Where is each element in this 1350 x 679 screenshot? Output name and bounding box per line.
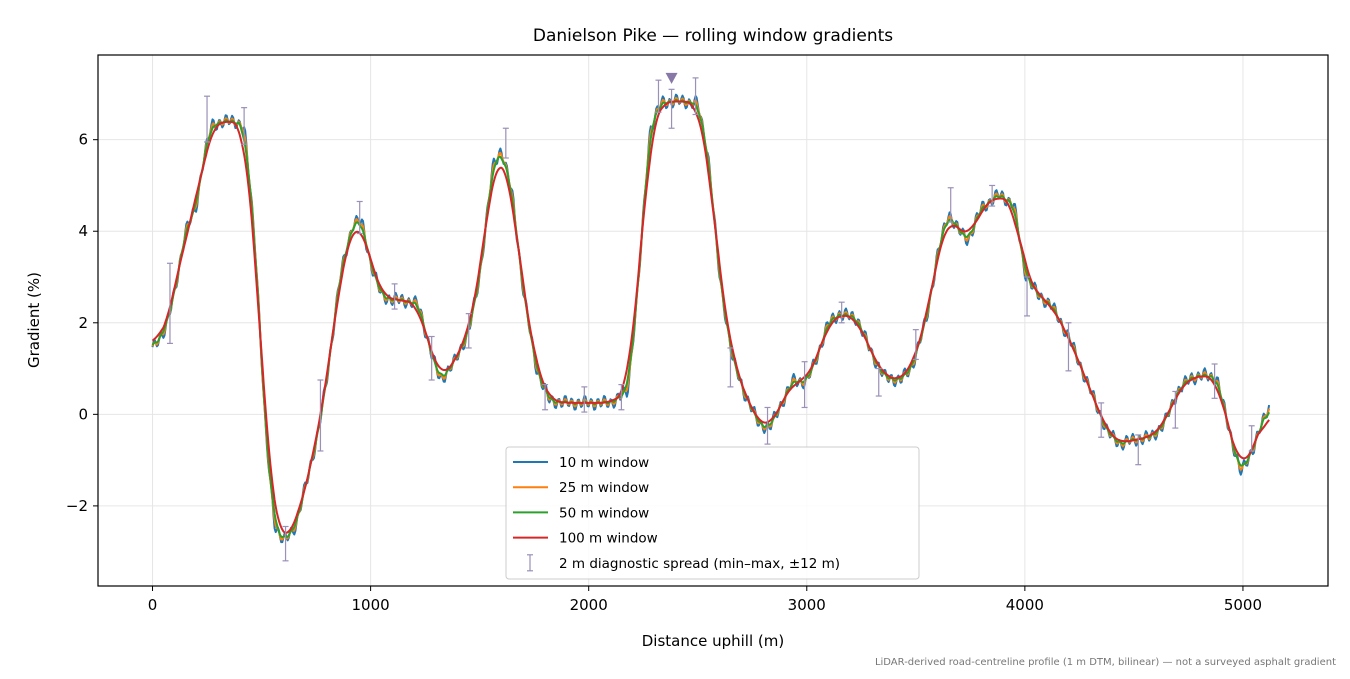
error-bar [1211,363,1218,399]
error-bar [166,262,173,344]
plot-frame [97,54,1329,587]
y-axis-label: Gradient (%) [25,272,43,368]
series-layer [151,93,1271,544]
error-bar [1135,434,1142,466]
series-line [151,100,1270,534]
x-tick-label: 0 [148,596,158,614]
ticks-layer: 0 1000 2000 3000 4000 5000 −2 0 2 4 6 [66,131,1262,614]
error-bar [989,184,996,207]
legend-box [505,446,920,580]
error-bar [875,367,882,397]
error-bar [1172,390,1179,429]
footnote: LiDAR-derived road-centreline profile (1… [875,657,1336,668]
legend: 10 m window 25 m window 50 m window 100 m w… [505,446,920,580]
error-bar [542,383,549,411]
legend-label: 25 m window [559,480,649,496]
error-bar [356,200,363,235]
error-bar [618,383,625,411]
error-bar [668,88,675,129]
marker-layer [665,72,678,84]
error-bar [1098,402,1105,438]
y-tick-label: 4 [78,222,88,240]
y-tick-label: 0 [78,405,88,423]
error-bar [502,127,509,159]
error-bar [838,301,845,324]
error-bar [581,386,588,413]
legend-label: 10 m window [559,455,649,471]
x-tick-label: 5000 [1224,596,1262,614]
legend-label: 2 m diagnostic spread (min–max, ±12 m) [559,556,840,572]
error-bar [317,379,324,452]
error-bar [282,525,289,562]
x-axis-label: Distance uphill (m) [642,632,784,650]
error-bar [391,283,398,310]
x-tick-label: 1000 [352,596,390,614]
y-tick-label: −2 [66,497,88,515]
errorbar-layer [166,77,1255,562]
error-bar [692,77,699,116]
x-tick-label: 4000 [1006,596,1044,614]
legend-label: 50 m window [559,505,649,521]
error-bar [727,347,734,388]
error-bar [204,95,211,143]
y-tick-label: 6 [78,131,88,149]
peak-marker [665,72,678,84]
error-bar [801,361,808,409]
error-bar [947,187,954,223]
error-bar [1024,276,1031,317]
chart-title: Danielson Pike — rolling window gradient… [533,26,893,46]
error-bar [428,335,435,381]
error-bar [241,107,248,145]
legend-label: 100 m window [559,531,658,547]
error-bar [912,329,919,361]
error-bar [655,79,662,113]
grid-layer [98,55,1328,586]
error-bar [1248,425,1255,452]
error-bar [465,313,472,349]
x-tick-label: 2000 [570,596,608,614]
x-tick-label: 3000 [788,596,826,614]
y-tick-label: 2 [78,314,88,332]
error-bar [1065,322,1072,372]
error-bar [764,406,771,445]
